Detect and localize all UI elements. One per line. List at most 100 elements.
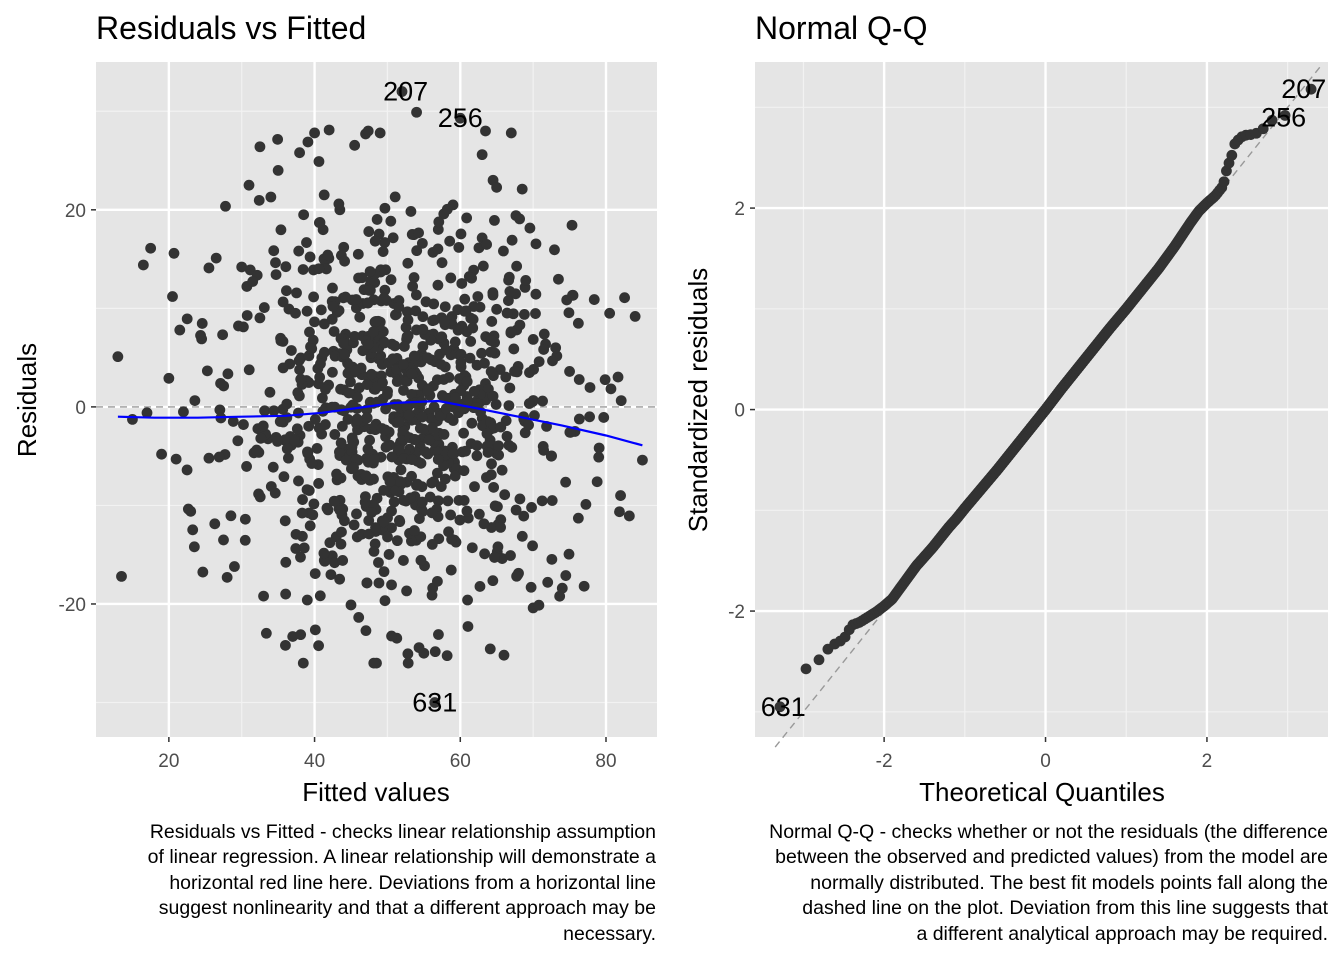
- residual-point: [473, 508, 485, 520]
- residual-point: [401, 331, 413, 342]
- residual-point: [511, 570, 523, 582]
- residual-point: [429, 697, 441, 708]
- residual-point: [565, 426, 576, 438]
- residual-point: [334, 505, 346, 516]
- outlier-label: 207: [383, 77, 428, 107]
- residual-point: [490, 399, 502, 410]
- residual-point: [116, 570, 127, 582]
- residual-point: [328, 495, 340, 507]
- residual-point: [560, 476, 572, 488]
- residual-point: [384, 476, 396, 488]
- residual-point: [370, 315, 382, 327]
- residual-point: [619, 292, 630, 304]
- residual-point: [526, 502, 537, 513]
- outlier-label: 256: [438, 103, 483, 133]
- residual-point: [239, 534, 251, 546]
- residual-point: [313, 478, 325, 489]
- residual-point: [353, 611, 365, 623]
- residual-point: [364, 434, 375, 446]
- residual-point: [296, 507, 308, 519]
- residual-point: [408, 350, 420, 362]
- residual-point: [363, 338, 374, 350]
- residual-point: [414, 513, 425, 525]
- residual-point: [417, 311, 429, 323]
- residual-point: [491, 448, 503, 460]
- residual-point: [314, 590, 326, 602]
- residuals-smooth-line: [117, 399, 643, 447]
- residual-point: [629, 311, 641, 322]
- residual-point: [374, 127, 386, 139]
- residual-point: [520, 275, 532, 286]
- residual-point: [426, 507, 438, 519]
- residual-point: [466, 542, 478, 554]
- residual-point: [412, 478, 423, 490]
- residual-point: [360, 491, 371, 503]
- residual-point: [428, 314, 440, 326]
- residual-point: [402, 648, 414, 660]
- residual-point: [343, 387, 355, 399]
- residual-point: [554, 590, 566, 602]
- residual-point: [450, 392, 461, 404]
- qq-point: [1226, 149, 1238, 161]
- residual-point: [368, 326, 379, 338]
- residual-point: [615, 490, 626, 501]
- residual-point: [488, 481, 500, 493]
- residual-point: [432, 454, 444, 465]
- residual-point: [426, 589, 438, 601]
- caption-normal-qq: Normal Q-Q - checks whether or not the r…: [769, 821, 1328, 945]
- x-tick-label: 2: [1202, 751, 1213, 772]
- residual-point: [487, 390, 499, 402]
- residual-point: [213, 451, 225, 463]
- residual-point: [112, 351, 124, 363]
- residual-point: [346, 432, 358, 444]
- residual-point: [298, 209, 310, 221]
- residual-point: [360, 470, 372, 482]
- residuals-points: [112, 86, 648, 708]
- residual-point: [368, 545, 380, 557]
- residual-point: [309, 624, 321, 636]
- residual-point: [501, 430, 513, 442]
- residual-point: [251, 444, 263, 456]
- residual-point: [445, 509, 456, 521]
- residual-point: [584, 411, 595, 423]
- residual-point: [290, 528, 302, 540]
- residual-point: [406, 389, 418, 400]
- residual-point: [379, 202, 391, 214]
- residual-point: [218, 534, 229, 546]
- residual-point: [409, 525, 420, 536]
- residual-point: [428, 298, 440, 310]
- residual-point: [432, 243, 444, 255]
- residual-point: [476, 149, 488, 161]
- qq-point: [813, 654, 825, 666]
- residual-point: [479, 548, 491, 560]
- residual-point: [411, 106, 422, 118]
- residual-point: [466, 272, 477, 284]
- residual-point: [416, 411, 428, 423]
- residual-point: [393, 444, 405, 456]
- residual-point: [485, 335, 497, 346]
- residual-point: [506, 441, 518, 453]
- residual-point: [623, 510, 635, 522]
- residual-point: [348, 519, 360, 531]
- residual-point: [309, 316, 320, 328]
- residual-point: [379, 237, 391, 248]
- residual-point: [254, 312, 266, 324]
- residual-point: [422, 352, 434, 364]
- residual-point: [538, 328, 550, 340]
- residual-point: [481, 239, 493, 250]
- residual-point: [323, 124, 335, 136]
- residual-point: [492, 501, 503, 513]
- residual-point: [471, 440, 483, 451]
- residual-point: [315, 358, 326, 370]
- residual-point: [291, 423, 303, 435]
- residual-point: [349, 139, 361, 151]
- residual-point: [295, 629, 307, 641]
- residual-point: [580, 499, 592, 510]
- residual-point: [419, 446, 431, 458]
- residual-point: [440, 344, 452, 356]
- residual-point: [201, 365, 213, 377]
- residual-point: [331, 468, 342, 480]
- residual-point: [547, 355, 558, 367]
- residual-point: [366, 506, 378, 518]
